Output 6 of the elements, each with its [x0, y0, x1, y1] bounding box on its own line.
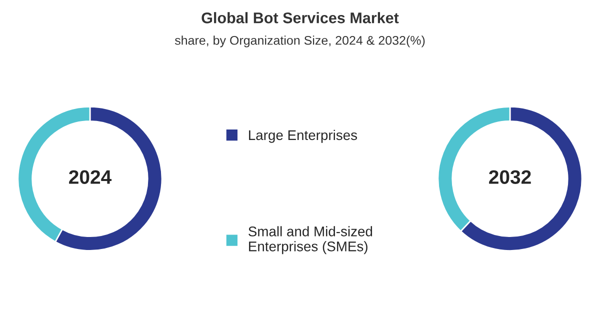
legend-label: Large Enterprises — [249, 130, 358, 143]
chart-title: Global Bot Services Market — [202, 12, 399, 24]
slice-label: 2024 — [69, 170, 112, 184]
slice-label: 2032 — [489, 170, 531, 184]
chart-subtitle: share, by Organization Size, 2024 & 2032(%) — [174, 36, 425, 48]
legend-label: Small and Mid-sized Enterprises (SMEs) — [248, 226, 372, 254]
